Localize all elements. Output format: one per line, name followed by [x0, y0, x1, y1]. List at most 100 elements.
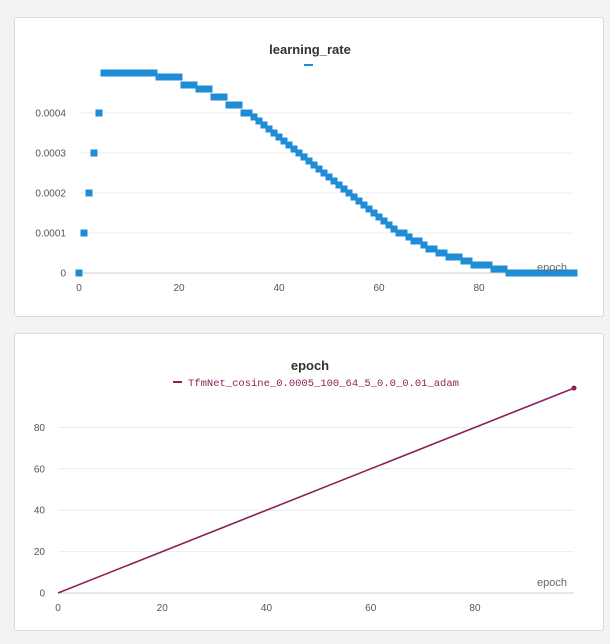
data-point	[80, 229, 88, 237]
data-point	[240, 109, 248, 117]
data-point	[455, 253, 463, 261]
x-tick-label: 20	[173, 283, 185, 294]
data-point	[430, 245, 438, 253]
data-point	[220, 93, 228, 101]
data-point	[505, 269, 513, 277]
data-point	[310, 161, 318, 169]
data-point	[100, 69, 108, 77]
data-point	[275, 133, 283, 141]
grid	[79, 112, 574, 274]
series-line	[57, 385, 577, 594]
data-point	[170, 73, 178, 81]
data-point	[105, 69, 113, 77]
data-point	[205, 85, 213, 93]
data-point	[230, 101, 238, 109]
data-point	[475, 261, 483, 269]
data-point	[535, 269, 543, 277]
data-point	[425, 245, 433, 253]
data-point	[410, 237, 418, 245]
data-point	[435, 249, 443, 257]
data-point	[365, 205, 373, 213]
x-tick-label: 60	[373, 283, 385, 294]
data-point	[190, 81, 198, 89]
data-point	[450, 253, 458, 261]
data-point	[175, 73, 183, 81]
epoch-chart: epoch TfmNet_cosine_0.0005_100_64_5_0.0_…	[34, 358, 577, 614]
data-point	[75, 269, 83, 277]
y-ticks: 0 20 40 60 80	[34, 423, 46, 600]
data-point	[495, 265, 503, 273]
data-point	[545, 269, 553, 277]
legend-series-name: TfmNet_cosine_0.0005_100_64_5_0.0_0.01_a…	[188, 378, 459, 390]
y-tick-label: 0.0003	[35, 149, 66, 160]
x-tick-label: 0	[76, 283, 82, 294]
data-point	[520, 269, 528, 277]
data-point	[320, 169, 328, 177]
data-point	[270, 129, 278, 137]
x-tick-label: 0	[55, 603, 61, 614]
data-point	[405, 233, 413, 241]
data-point	[200, 85, 208, 93]
y-tick-label: 0.0002	[35, 189, 66, 200]
data-point	[195, 85, 203, 93]
data-point	[140, 69, 148, 77]
data-point	[325, 173, 333, 181]
grid	[58, 426, 574, 594]
data-point	[340, 185, 348, 193]
epoch-panel: epoch TfmNet_cosine_0.0005_100_64_5_0.0_…	[14, 333, 604, 631]
data-point	[350, 193, 358, 201]
data-point	[235, 101, 243, 109]
y-tick-label: 0.0001	[35, 229, 66, 240]
x-axis-label: epoch	[537, 577, 567, 589]
data-point	[85, 189, 93, 197]
data-point	[155, 73, 163, 81]
data-point	[285, 141, 293, 149]
data-point	[370, 209, 378, 217]
data-point	[165, 73, 173, 81]
y-tick-label: 0.0004	[35, 109, 66, 120]
x-ticks: 0 20 40 60 80	[76, 283, 485, 294]
data-point	[280, 137, 288, 145]
y-tick-label: 0	[60, 269, 66, 280]
y-tick-label: 0	[39, 589, 45, 600]
data-point	[305, 157, 313, 165]
data-point	[125, 69, 133, 77]
data-point	[360, 201, 368, 209]
data-point	[420, 241, 428, 249]
chart-title: learning_rate	[269, 42, 351, 57]
data-point	[130, 69, 138, 77]
data-point	[225, 101, 233, 109]
learning-rate-chart: learning_rate 00.00010.00020.00030.0004 …	[35, 42, 578, 294]
data-point	[250, 113, 258, 121]
data-point	[385, 221, 393, 229]
data-point	[480, 261, 488, 269]
data-point	[525, 269, 533, 277]
data-point	[460, 257, 468, 265]
data-point	[135, 69, 143, 77]
data-point	[150, 69, 158, 77]
data-point	[565, 269, 573, 277]
x-tick-label: 20	[157, 603, 169, 614]
x-tick-label: 60	[365, 603, 377, 614]
data-point	[330, 177, 338, 185]
data-point	[265, 125, 273, 133]
data-point	[120, 69, 128, 77]
data-point	[485, 261, 493, 269]
data-point	[490, 265, 498, 273]
data-point	[470, 261, 478, 269]
data-point	[110, 69, 118, 77]
series-line	[57, 387, 575, 594]
data-point	[345, 189, 353, 197]
x-tick-label: 80	[469, 603, 481, 614]
data-point	[375, 213, 383, 221]
y-tick-label: 20	[34, 547, 46, 558]
data-point	[540, 269, 548, 277]
data-point	[355, 197, 363, 205]
data-point	[515, 269, 523, 277]
data-point	[440, 249, 448, 257]
learning-rate-panel: learning_rate 0 0.0001 0.0002 0.0003 0.0004 …	[14, 17, 604, 317]
data-points	[75, 69, 578, 277]
data-point	[300, 153, 308, 161]
data-point	[295, 149, 303, 157]
data-point	[290, 145, 298, 153]
